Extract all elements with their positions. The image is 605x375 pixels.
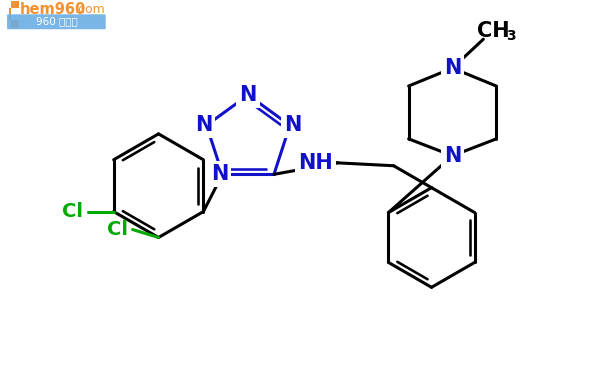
Text: hem960: hem960 — [20, 2, 87, 17]
Text: 3: 3 — [506, 29, 516, 43]
Text: N: N — [195, 115, 212, 135]
Text: N: N — [444, 146, 461, 166]
Polygon shape — [9, 0, 19, 28]
Text: N: N — [444, 58, 461, 78]
Text: NH: NH — [299, 153, 333, 173]
Text: CH: CH — [477, 21, 509, 41]
FancyBboxPatch shape — [7, 14, 106, 29]
Text: Cl: Cl — [107, 220, 128, 239]
Text: 960 化工网: 960 化工网 — [36, 16, 78, 26]
Text: .com: .com — [75, 3, 105, 16]
Text: N: N — [211, 164, 228, 184]
Text: N: N — [284, 115, 301, 135]
Text: Cl: Cl — [62, 202, 83, 221]
Text: N: N — [240, 85, 257, 105]
